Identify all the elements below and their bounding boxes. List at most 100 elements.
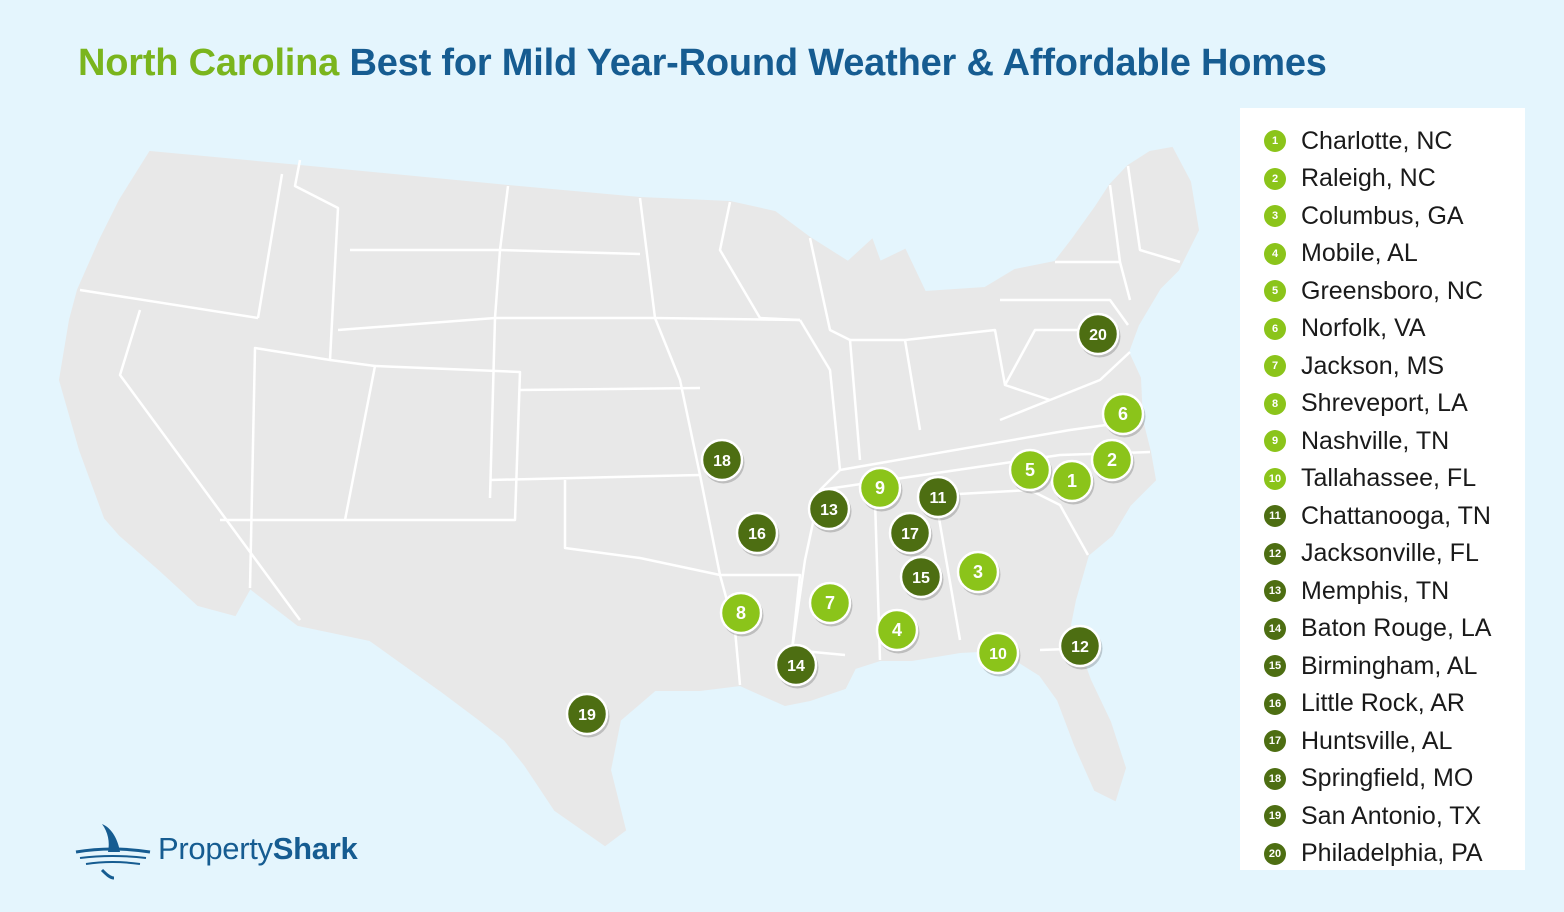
legend-rank-badge: 10	[1264, 467, 1286, 490]
legend-city-name: Birmingham, AL	[1301, 651, 1478, 680]
legend-item: 19 San Antonio, TX	[1264, 799, 1481, 833]
city-marker: 11	[916, 475, 961, 521]
legend-rank-badge: 4	[1264, 242, 1286, 265]
city-marker-label: 10	[989, 646, 1007, 663]
legend-city-name: Springfield, MO	[1301, 764, 1474, 792]
city-marker: 10	[976, 631, 1021, 677]
city-marker: 19	[565, 692, 610, 738]
legend-rank-badge: 12	[1264, 542, 1286, 565]
city-marker: 8	[719, 591, 764, 637]
legend-item: 5 Greensboro, NC	[1264, 274, 1483, 308]
legend-rank-badge: 3	[1264, 205, 1286, 227]
legend-item: 9 Nashville, TN	[1264, 424, 1449, 458]
city-marker: 12	[1058, 624, 1103, 670]
city-marker-label: 16	[748, 526, 766, 543]
legend-rank-badge: 16	[1264, 692, 1286, 715]
city-marker-label: 8	[736, 603, 746, 623]
legend-item: 4 Mobile, AL	[1264, 237, 1418, 271]
city-marker-label: 5	[1025, 460, 1035, 480]
legend-rank-badge: 2	[1264, 167, 1286, 190]
city-marker: 1	[1050, 459, 1095, 505]
city-marker: 2	[1090, 438, 1135, 484]
city-marker: 14	[774, 643, 819, 689]
legend-item: 3 Columbus, GA	[1264, 199, 1464, 233]
legend-item: 15 Birmingham, AL	[1264, 649, 1477, 683]
legend-item: 18 Springfield, MO	[1264, 762, 1473, 796]
city-marker-label: 2	[1107, 450, 1117, 470]
legend-rank-badge: 7	[1264, 355, 1286, 377]
legend-city-name: Philadelphia, PA	[1301, 839, 1483, 867]
legend-city-name: Tallahassee, FL	[1301, 464, 1477, 492]
legend-city-name: Charlotte, NC	[1301, 126, 1453, 155]
legend-rank-badge: 20	[1264, 842, 1286, 865]
legend-item: 13 Memphis, TN	[1264, 574, 1449, 608]
legend-city-name: Greensboro, NC	[1301, 276, 1484, 305]
legend-rank-badge: 15	[1264, 655, 1286, 677]
us-landmass	[58, 146, 1200, 847]
title-highlight: North Carolina	[78, 42, 340, 84]
legend-city-name: Memphis, TN	[1301, 576, 1450, 605]
legend-city-name: Norfolk, VA	[1301, 314, 1426, 342]
legend-rank-badge: 13	[1264, 580, 1286, 602]
page-title: North Carolina Best for Mild Year-Round …	[78, 42, 1327, 85]
legend-city-name: Baton Rouge, LA	[1301, 614, 1492, 642]
city-marker: 9	[858, 466, 903, 512]
city-marker: 17	[888, 511, 933, 557]
city-marker: 4	[875, 608, 920, 654]
city-marker-label: 7	[825, 593, 835, 613]
city-marker-label: 6	[1118, 404, 1128, 424]
legend-rank-badge: 19	[1264, 805, 1286, 827]
city-marker: 18	[700, 438, 745, 484]
legend-city-name: Jacksonville, FL	[1301, 539, 1479, 567]
legend-rank-badge: 11	[1264, 505, 1286, 527]
legend-city-name: Shreveport, LA	[1301, 389, 1468, 417]
legend-rank-badge: 6	[1264, 317, 1286, 340]
propertyshark-logo: PropertyShark	[72, 818, 358, 880]
city-marker-label: 3	[973, 562, 983, 582]
legend-city-name: Columbus, GA	[1301, 201, 1464, 230]
legend-city-name: Raleigh, NC	[1301, 164, 1436, 192]
legend-item: 6 Norfolk, VA	[1264, 312, 1426, 346]
city-marker-label: 20	[1089, 327, 1107, 344]
legend-city-name: Jackson, MS	[1301, 351, 1445, 380]
legend-rank-badge: 18	[1264, 767, 1286, 790]
city-marker: 15	[899, 555, 944, 601]
legend-panel: 1 Charlotte, NC 2 Raleigh, NC 3 Columbus, GA 4…	[1240, 108, 1525, 870]
city-marker-label: 14	[787, 658, 805, 675]
legend-item: 11 Chattanooga, TN	[1264, 499, 1491, 533]
city-marker-label: 4	[892, 620, 902, 640]
legend-item: 17 Huntsville, AL	[1264, 724, 1452, 758]
shark-fin-icon	[75, 824, 151, 880]
city-marker: 20	[1076, 312, 1121, 358]
logo-word-shark: Shark	[272, 831, 358, 866]
legend-item: 7 Jackson, MS	[1264, 349, 1444, 383]
legend-item: 20 Philadelphia, PA	[1264, 837, 1483, 871]
legend-item: 8 Shreveport, LA	[1264, 387, 1468, 421]
legend-item: 2 Raleigh, NC	[1264, 162, 1436, 196]
city-marker: 5	[1008, 448, 1053, 494]
city-marker: 7	[808, 581, 853, 627]
city-marker-label: 9	[875, 478, 885, 498]
legend-item: 16 Little Rock, AR	[1264, 687, 1465, 721]
legend-city-name: Little Rock, AR	[1301, 689, 1465, 717]
legend-rank-badge: 9	[1264, 430, 1286, 452]
legend-rank-badge: 1	[1264, 130, 1286, 152]
legend-item: 10 Tallahassee, FL	[1264, 462, 1476, 496]
city-marker-label: 12	[1071, 639, 1089, 656]
legend-city-name: Nashville, TN	[1301, 426, 1450, 455]
city-marker-label: 11	[930, 490, 947, 507]
city-marker-label: 18	[713, 453, 731, 470]
city-marker-label: 15	[912, 570, 930, 587]
legend-item: 14 Baton Rouge, LA	[1264, 612, 1491, 646]
city-marker-label: 13	[820, 502, 838, 519]
city-marker: 6	[1101, 392, 1146, 438]
city-marker-label: 17	[901, 526, 919, 543]
city-marker-label: 1	[1067, 471, 1077, 491]
title-rest: Best for Mild Year-Round Weather & Affor…	[349, 42, 1327, 84]
legend-city-name: Huntsville, AL	[1301, 726, 1453, 755]
legend-rank-badge: 14	[1264, 617, 1286, 640]
legend-rank-badge: 8	[1264, 392, 1286, 415]
city-marker: 16	[735, 511, 780, 557]
